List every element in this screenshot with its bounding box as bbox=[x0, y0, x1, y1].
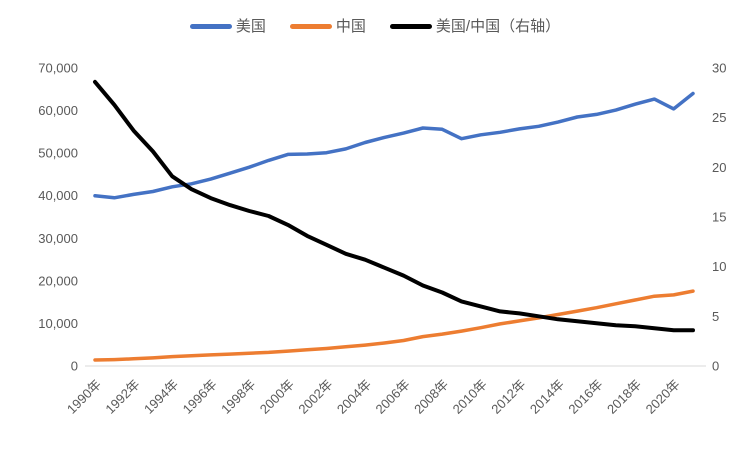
right-axis-tick-label: 0 bbox=[712, 359, 719, 374]
left-axis-tick-label: 10,000 bbox=[38, 316, 78, 331]
left-axis-tick-label: 40,000 bbox=[38, 188, 78, 203]
x-axis-tick-label: 2000年 bbox=[257, 377, 297, 417]
china-line bbox=[93, 289, 695, 362]
x-axis-tick-label: 2018年 bbox=[604, 377, 644, 417]
us-line bbox=[93, 91, 695, 200]
us-line-swatch-icon bbox=[189, 24, 232, 29]
right-axis-tick-label: 10 bbox=[712, 259, 726, 274]
right-axis-tick-label: 20 bbox=[712, 160, 726, 175]
x-axis-tick-label: 1992年 bbox=[102, 377, 142, 417]
legend-item-china: 中国 bbox=[289, 18, 366, 35]
left-axis-tick-label: 70,000 bbox=[38, 61, 78, 76]
right-axis-tick-label: 30 bbox=[712, 61, 726, 76]
ratio-line-swatch-icon bbox=[389, 24, 432, 29]
x-axis-tick-label: 2020年 bbox=[643, 377, 683, 417]
x-axis-tick-label: 1998年 bbox=[218, 377, 258, 417]
x-axis-tick-label: 2002年 bbox=[295, 377, 335, 417]
right-axis-tick-label: 5 bbox=[712, 309, 719, 324]
x-axis-tick-label: 1990年 bbox=[64, 377, 104, 417]
left-axis-tick-label: 0 bbox=[71, 359, 78, 374]
legend-label-ratio: 美国/中国（右轴） bbox=[435, 18, 561, 35]
legend-item-ratio: 美国/中国（右轴） bbox=[389, 18, 561, 35]
x-axis-tick-label: 2006年 bbox=[373, 377, 413, 417]
x-axis-tick-label: 2008年 bbox=[411, 377, 451, 417]
ratio-line bbox=[93, 79, 695, 333]
chart-legend: 美国 中国 美国/中国（右轴） bbox=[0, 19, 750, 34]
x-axis-tick-label: 1996年 bbox=[180, 377, 220, 417]
left-axis-tick-label: 50,000 bbox=[38, 146, 78, 161]
left-axis-tick-label: 30,000 bbox=[38, 231, 78, 246]
right-axis-tick-label: 15 bbox=[712, 210, 726, 225]
right-axis-tick-label: 25 bbox=[712, 110, 726, 125]
china-line-swatch-icon bbox=[289, 24, 332, 29]
legend-item-us: 美国 bbox=[189, 18, 266, 35]
left-axis-tick-label: 60,000 bbox=[38, 103, 78, 118]
x-axis-tick-label: 2004年 bbox=[334, 377, 374, 417]
x-axis-tick-label: 2010年 bbox=[450, 377, 490, 417]
legend-label-us: 美国 bbox=[235, 18, 266, 35]
x-axis-tick-label: 2012年 bbox=[488, 377, 528, 417]
x-axis-tick-label: 2016年 bbox=[565, 377, 605, 417]
legend-label-china: 中国 bbox=[335, 18, 366, 35]
x-axis-tick-label: 1994年 bbox=[141, 377, 181, 417]
x-axis-tick-label: 2014年 bbox=[527, 377, 567, 417]
left-axis-tick-label: 20,000 bbox=[38, 273, 78, 288]
